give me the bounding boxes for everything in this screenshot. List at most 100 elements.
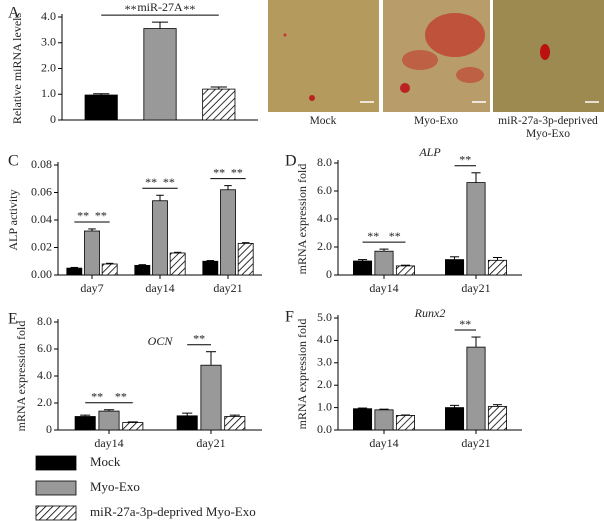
- y-tick-label: 3.0: [41, 35, 56, 49]
- bar: [143, 28, 177, 121]
- significance-label: **: [115, 390, 127, 404]
- significance-label: **: [183, 2, 195, 16]
- x-tick-label: day14: [369, 436, 398, 450]
- chart-title: OCN: [148, 334, 174, 348]
- x-tick-label: day21: [196, 436, 225, 450]
- bar: [169, 252, 186, 276]
- x-tick-label: day21: [213, 281, 242, 295]
- panel-letter: C: [8, 153, 19, 170]
- y-axis-label: mRNA expression fold: [14, 321, 28, 432]
- bar: [466, 182, 486, 276]
- bar: [66, 267, 83, 276]
- significance-label: **: [95, 209, 107, 223]
- bar: [237, 242, 254, 276]
- y-tick-label: 0.0: [317, 422, 332, 436]
- x-tick-label: day21: [461, 281, 490, 295]
- x-tick-label: day14: [94, 436, 123, 450]
- significance-label: **: [459, 153, 471, 167]
- bar: [74, 416, 96, 431]
- significance-label: **: [213, 165, 225, 179]
- x-tick-label: day7: [80, 281, 103, 295]
- chart-title: miR-27A: [137, 0, 183, 14]
- legend-label: Myo-Exo: [90, 479, 140, 494]
- bar: [134, 264, 151, 276]
- y-axis-label: mRNA expression fold: [295, 319, 309, 430]
- y-axis-label: mRNA expression fold: [295, 164, 309, 275]
- legend-swatch: [35, 455, 77, 471]
- significance-label: **: [77, 209, 89, 223]
- bar: [466, 346, 486, 431]
- y-tick-label: 0.08: [31, 157, 52, 171]
- bar: [84, 230, 100, 276]
- panel-letter: F: [285, 309, 294, 326]
- y-tick-label: 6.0: [37, 341, 52, 355]
- legend-label: miR-27a-3p-deprived Myo-Exo: [90, 504, 256, 519]
- y-tick-label: 6.0: [317, 183, 332, 197]
- significance-label: **: [389, 229, 401, 243]
- bar: [395, 415, 415, 431]
- significance-label: **: [231, 165, 243, 179]
- bar: [202, 260, 219, 276]
- chart-title: Runx2: [414, 306, 446, 320]
- y-tick-label: 0.06: [31, 184, 52, 198]
- significance-label: **: [91, 390, 103, 404]
- y-tick-label: 4.0: [317, 211, 332, 225]
- significance-label: **: [145, 175, 157, 189]
- y-tick-label: 0: [326, 267, 332, 281]
- y-tick-label: 2.0: [317, 239, 332, 253]
- bar: [122, 422, 144, 431]
- y-tick-label: 0.02: [31, 239, 52, 253]
- y-axis-label: Relative miRNA levels: [10, 13, 24, 125]
- legend-swatch: [35, 480, 77, 496]
- y-tick-label: 2.0: [41, 60, 56, 74]
- bar: [445, 407, 465, 431]
- y-tick-label: 4.0: [317, 332, 332, 346]
- y-tick-label: 2.0: [317, 377, 332, 391]
- micrograph: [268, 0, 604, 112]
- bar: [176, 415, 198, 431]
- significance-label: **: [125, 2, 137, 16]
- significance-label: **: [459, 317, 471, 331]
- panel-letter: A: [8, 5, 20, 22]
- y-tick-label: 8.0: [317, 155, 332, 169]
- y-tick-label: 0.00: [31, 267, 52, 281]
- bar: [374, 250, 394, 276]
- image-caption: miR-27a-3p-deprived Myo-Exo: [498, 115, 598, 140]
- bar: [101, 263, 118, 276]
- y-tick-label: 8.0: [37, 314, 52, 328]
- significance-label: **: [367, 229, 379, 243]
- bar: [487, 406, 507, 431]
- panel-letter: E: [8, 311, 18, 328]
- y-tick-label: 2.0: [37, 395, 52, 409]
- significance-label: **: [163, 175, 175, 189]
- bar: [152, 200, 168, 276]
- x-tick-label: day21: [461, 436, 490, 450]
- bar: [98, 410, 120, 431]
- bar: [202, 88, 236, 121]
- image-caption: Myo-Exo: [413, 115, 459, 127]
- bar: [353, 260, 373, 276]
- legend-swatch: [35, 505, 77, 521]
- bar: [220, 189, 236, 276]
- y-tick-label: 1.0: [317, 399, 332, 413]
- panel-letter: D: [285, 153, 297, 170]
- y-axis-label: ALP activity: [6, 189, 20, 250]
- y-tick-label: 4.0: [41, 9, 56, 23]
- y-tick-label: 0.04: [31, 212, 52, 226]
- bar: [487, 259, 507, 276]
- y-tick-label: 1.0: [41, 86, 56, 100]
- bar: [445, 259, 465, 276]
- x-tick-label: day14: [369, 281, 398, 295]
- y-tick-label: 0: [46, 422, 52, 436]
- x-tick-label: day14: [145, 281, 174, 295]
- image-caption: Mock: [309, 115, 337, 127]
- bar: [353, 408, 373, 431]
- chart-title: ALP: [418, 145, 441, 159]
- significance-label: **: [193, 331, 205, 345]
- y-tick-label: 3.0: [317, 355, 332, 369]
- y-tick-label: 4.0: [37, 368, 52, 382]
- bar: [84, 94, 118, 121]
- bar: [395, 265, 415, 276]
